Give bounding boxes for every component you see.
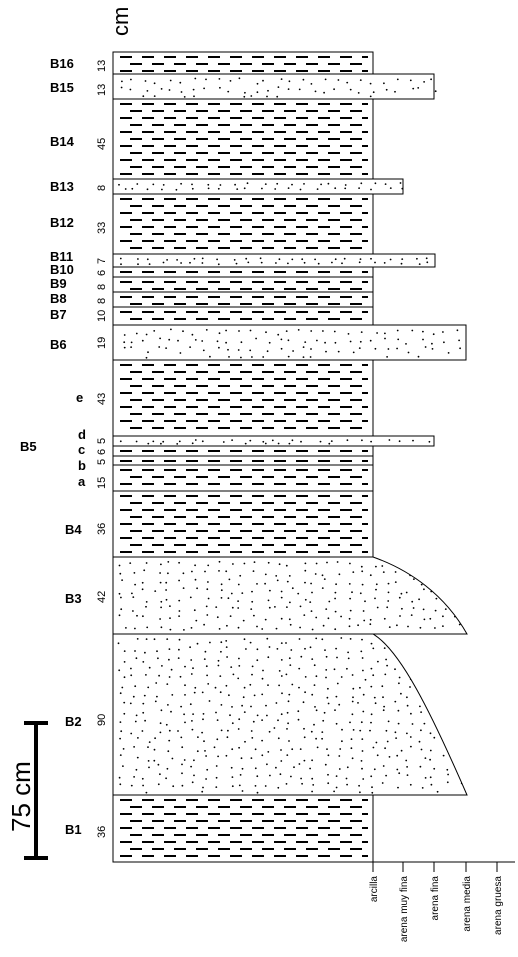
thickness-B9: 8 — [96, 284, 108, 290]
bed-label-B5c: c — [78, 442, 85, 457]
thickness-B7: 10 — [96, 310, 108, 322]
bed-label-B13: B13 — [50, 179, 74, 194]
bed-label-B1: B1 — [65, 822, 82, 837]
bed-label-B12: B12 — [50, 215, 74, 230]
bed-label-B5a: a — [78, 474, 86, 489]
thickness-B8: 8 — [96, 298, 108, 304]
bed-label-B14: B14 — [50, 134, 75, 149]
clay-pattern-B5a — [120, 469, 368, 485]
thickness-B5b: 5 — [96, 459, 108, 465]
thickness-B13: 8 — [96, 185, 108, 191]
bed-label-B8: B8 — [50, 291, 67, 306]
thickness-B4: 36 — [96, 523, 108, 535]
grain-label-arena-fina: arena fina — [430, 876, 441, 921]
clay-pattern-B5e — [120, 364, 368, 429]
bed-outline-B11 — [112, 253, 436, 268]
grain-label-arcilla: arcilla — [369, 876, 380, 903]
sand-pattern-B6 — [123, 328, 461, 359]
bed-label-B4: B4 — [65, 522, 82, 537]
thickness-B5d: 5 — [96, 438, 108, 444]
scale-bar-label: 75 cm — [6, 761, 36, 832]
bed-label-B11: B11 — [50, 249, 73, 264]
thickness-B6: 19 — [96, 337, 108, 349]
column — [112, 51, 468, 863]
bed-outline-B3 — [112, 556, 468, 635]
bed-outline-B15 — [112, 73, 435, 100]
thickness-B11: 7 — [96, 258, 108, 264]
bed-label-B5e: e — [76, 390, 83, 405]
bed-label-B5b: b — [78, 458, 86, 473]
grain-label-arena-gruesa: arena gruesa — [493, 876, 504, 935]
bed-label-B15: B15 — [50, 80, 74, 95]
sand-pattern-B3 — [118, 560, 463, 631]
bed-label-B5d: d — [78, 427, 86, 442]
clay-pattern-B14 — [120, 103, 368, 175]
bed-label-B2: B2 — [65, 714, 82, 729]
sand-pattern-B15 — [120, 77, 437, 98]
bed-label-B16: B16 — [50, 56, 74, 71]
sand-pattern-B5d — [119, 439, 431, 445]
clay-pattern-B4 — [120, 495, 368, 553]
thickness-B3: 42 — [96, 591, 108, 603]
bed-outline-B6 — [112, 324, 467, 361]
clay-pattern-B9 — [120, 281, 368, 290]
bed-label-B9: B9 — [50, 276, 67, 291]
sand-pattern-B11 — [119, 257, 429, 266]
clay-pattern-B12 — [120, 198, 368, 249]
bed-outline-B2 — [112, 633, 468, 796]
thickness-B10: 6 — [96, 270, 108, 276]
clay-pattern-B8 — [120, 296, 368, 305]
thickness-B5e: 43 — [96, 393, 108, 405]
bed-label-B5: B5 — [20, 439, 37, 454]
sand-pattern-B13 — [118, 182, 404, 191]
bed-outline-B13 — [112, 178, 404, 195]
bed-label-B10: B10 — [50, 262, 74, 277]
grain-label-arena-muy-fina: arena muy fina — [399, 876, 410, 943]
bed-label-B6: B6 — [50, 337, 67, 352]
thickness-B12: 33 — [96, 222, 108, 234]
thickness-B15: 13 — [96, 84, 108, 96]
thickness-B16: 13 — [96, 60, 108, 72]
clay-pattern-B16 — [120, 56, 368, 72]
clay-pattern-B1 — [120, 799, 368, 857]
clay-pattern-B7 — [120, 311, 368, 320]
grain-label-arena-media: arena media — [462, 876, 473, 932]
scale-bar: 75 cm — [6, 721, 48, 860]
bed-label-B3: B3 — [65, 591, 82, 606]
grain-size-axis: arcilla arena muy fina arena fina arena … — [113, 861, 515, 943]
thickness-B2: 90 — [96, 714, 108, 726]
thickness-B5a: 15 — [96, 477, 108, 489]
unit-label: cm — [108, 7, 133, 36]
thickness-B5c: 6 — [96, 449, 108, 455]
thickness-B14: 45 — [96, 138, 108, 150]
bed-label-B7: B7 — [50, 307, 67, 322]
thickness-B1: 36 — [96, 826, 108, 838]
